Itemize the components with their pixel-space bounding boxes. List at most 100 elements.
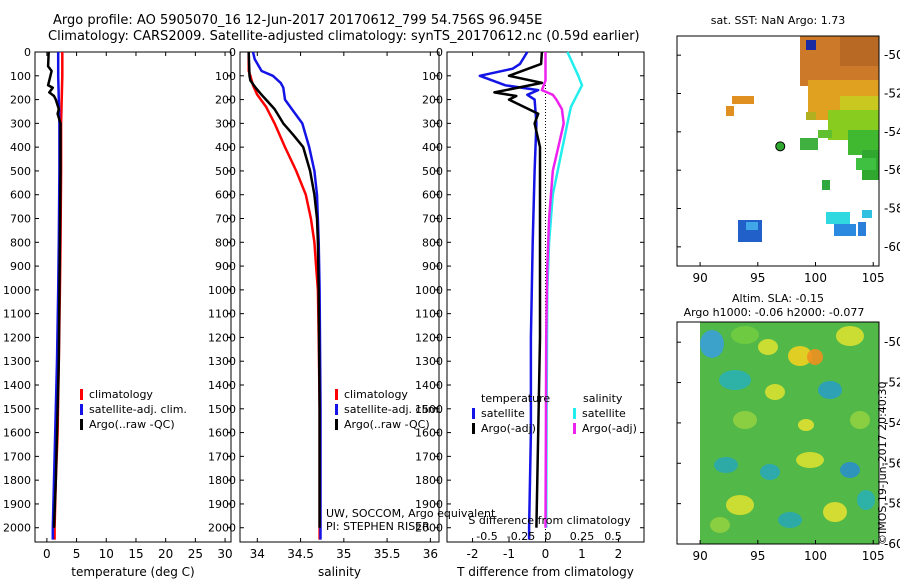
map-title: sat. SST: NaN Argo: 1.73 (711, 14, 845, 27)
x-tick-label: 0 (542, 547, 550, 561)
y-tick-label: 500 (215, 165, 236, 178)
y-tick-label: 1000 (3, 284, 31, 297)
legend-swatch (80, 419, 83, 430)
sst-cell (834, 224, 856, 236)
legend-group-title: temperature (481, 392, 550, 405)
y-tick-label: 1800 (208, 474, 236, 487)
sla-cell (850, 411, 870, 429)
header-line-1: Argo profile: AO 5905070_16 12-Jun-2017 … (53, 13, 543, 28)
y-tick-label: -58 (884, 497, 900, 511)
secondary-x-label: S difference from climatology (468, 514, 631, 527)
sla-cell (719, 370, 751, 390)
secondary-x-tick-label: 0.25 (570, 530, 595, 543)
secondary-x-tick-label: -0.25 (507, 530, 535, 543)
y-tick-label: 1900 (415, 498, 443, 511)
y-tick-label: 500 (10, 165, 31, 178)
sla-cell (823, 502, 847, 522)
y-tick-label: 1100 (415, 308, 443, 321)
legend-swatch (573, 408, 576, 419)
y-tick-label: 1500 (3, 403, 31, 416)
sst-cell (826, 212, 850, 224)
y-tick-label: 1200 (415, 331, 443, 344)
sst-cell (856, 158, 876, 170)
x-tick-label: 0 (43, 547, 51, 561)
legend-swatch (335, 404, 338, 415)
panel-frame (34, 51, 232, 543)
sla-cell (731, 326, 759, 344)
x-axis-label: temperature (deg C) (71, 565, 194, 579)
y-tick-label: 1600 (415, 427, 443, 440)
y-tick-label: 1400 (3, 379, 31, 392)
y-tick-label: 1400 (208, 379, 236, 392)
y-tick-label: 800 (215, 236, 236, 249)
sla-cell (758, 339, 778, 355)
y-tick-label: 1100 (208, 308, 236, 321)
y-tick-label: 1400 (415, 379, 443, 392)
series-line-temperature-argo-adj- (493, 51, 544, 528)
legend-label: Argo(..raw -QC) (344, 418, 430, 431)
y-tick-label: 2000 (3, 522, 31, 535)
y-tick-label: 500 (422, 165, 443, 178)
legend-label: Argo(-adj) (481, 422, 536, 435)
sla-cell (765, 384, 785, 400)
sla-cell (840, 462, 860, 478)
annotation-pi: PI: STEPHEN RISER (326, 520, 430, 533)
y-tick-label: -58 (884, 202, 900, 216)
x-tick-label: 34 (250, 547, 265, 561)
x-tick-label: 30 (217, 547, 232, 561)
y-tick-label: -60 (884, 240, 900, 254)
y-tick-label: 1100 (3, 308, 31, 321)
annotation-source: UW, SOCCOM, Argo equivalent (326, 507, 496, 520)
map-subtitle: Argo h1000: -0.06 h2000: -0.077 (684, 306, 865, 319)
legend-swatch (472, 423, 475, 434)
x-tick-label: 90 (692, 271, 707, 285)
y-tick-label: -50 (884, 335, 900, 349)
legend-label: satellite (582, 407, 626, 420)
y-tick-label: 900 (422, 260, 443, 273)
sst-cell (726, 106, 734, 116)
argo-position-marker (775, 141, 786, 152)
sst-cell (862, 210, 872, 218)
y-tick-label: -52 (884, 87, 900, 101)
y-tick-label: 700 (10, 213, 31, 226)
y-tick-label: 1700 (3, 450, 31, 463)
sst-cell (858, 222, 866, 236)
x-tick-label: 95 (750, 549, 765, 563)
x-tick-label: 105 (862, 549, 885, 563)
y-tick-label: 1900 (208, 498, 236, 511)
series-line-argo-raw-qc- (46, 51, 62, 528)
sla-cell (798, 419, 814, 431)
y-tick-label: 1800 (3, 474, 31, 487)
sst-cell (732, 96, 754, 104)
y-tick-label: 0 (436, 46, 443, 59)
x-tick-label: 90 (692, 549, 707, 563)
sst-cell (806, 112, 816, 120)
y-tick-label: 1500 (415, 403, 443, 416)
x-tick-label: 2 (615, 547, 623, 561)
x-tick-label: 1 (578, 547, 586, 561)
x-tick-label: 34.5 (287, 547, 314, 561)
legend-label: satellite-adj. clim. (89, 403, 187, 416)
y-tick-label: 1000 (208, 284, 236, 297)
y-tick-label: 1900 (3, 498, 31, 511)
y-tick-label: 900 (215, 260, 236, 273)
y-tick-label: 700 (215, 213, 236, 226)
panel-frame (239, 51, 440, 543)
y-tick-label: 300 (10, 117, 31, 130)
sst-cell (818, 130, 832, 138)
sla-cell (807, 349, 823, 365)
legend-label: climatology (89, 388, 153, 401)
y-tick-label: -56 (884, 163, 900, 177)
sla-cell (788, 346, 812, 366)
legend-group-title: salinity (583, 392, 623, 405)
x-axis-label: T difference from climatology (456, 565, 634, 579)
y-tick-label: 200 (215, 94, 236, 107)
header-line-2: Climatology: CARS2009. Satellite-adjuste… (48, 29, 640, 44)
series-line-temperature-satellite (478, 51, 540, 540)
legend-swatch (573, 423, 576, 434)
sst-cell (840, 36, 879, 66)
y-tick-label: 100 (10, 70, 31, 83)
y-tick-label: 900 (10, 260, 31, 273)
y-tick-label: 1300 (415, 355, 443, 368)
